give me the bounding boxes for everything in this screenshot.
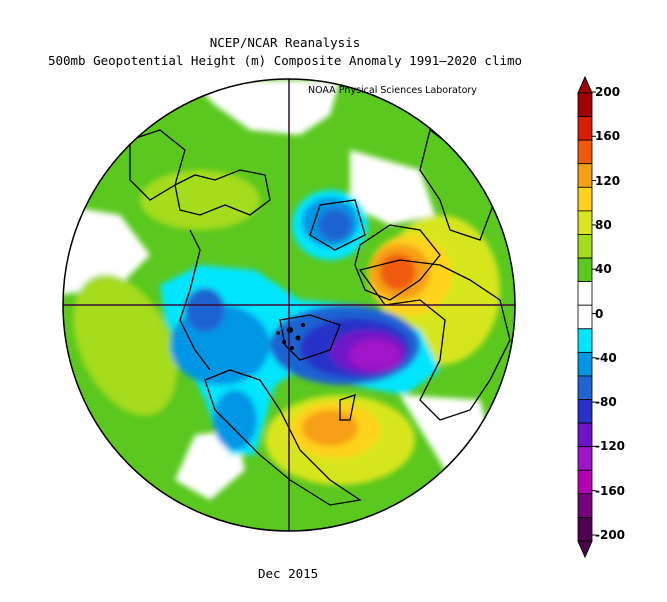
- colorbar-tick-label: -160: [595, 483, 626, 498]
- positive-pacific: [73, 274, 177, 416]
- colorbar-tick-label: 160: [595, 129, 621, 144]
- colorbar-swatch: [577, 281, 593, 306]
- colorbar-swatch: [577, 351, 593, 377]
- colorbar-tick-label: -40: [595, 350, 617, 365]
- colorbar-swatch: [577, 304, 593, 330]
- trough-bering-core: [185, 288, 225, 332]
- colorbar-swatch: [577, 139, 593, 165]
- colorbar-swatch: [577, 234, 593, 259]
- colorbar-tick-label: 120: [595, 173, 621, 188]
- colorbar-swatch: [577, 92, 593, 117]
- trough-canada-blue: [213, 390, 257, 450]
- colorbar-swatch: [577, 422, 593, 448]
- trough-novaya-core: [318, 209, 352, 241]
- colorbar-swatch: [577, 446, 593, 471]
- colorbar-swatch: [577, 517, 593, 542]
- zero-region-west: [63, 205, 150, 295]
- colorbar-swatch: [577, 186, 593, 212]
- colorbar-tick-label: 40: [595, 262, 612, 277]
- trough-greenland-core: [349, 339, 401, 371]
- chart-subtitle: 500mb Geopotential Height (m) Composite …: [47, 53, 523, 68]
- globe-border: [62, 78, 516, 532]
- colorbar-swatch: [577, 493, 593, 518]
- colorbar-swatch: [577, 469, 593, 495]
- colorbar-swatch: [577, 116, 593, 141]
- colorbar-tick-label: 200: [595, 85, 621, 99]
- colorbar-tick-label: 0: [595, 306, 604, 321]
- chart-title: NCEP/NCAR Reanalysis: [209, 35, 361, 50]
- colorbar-swatch: [577, 375, 593, 400]
- credit-label: NOAA Physical Sciences Laboratory: [308, 85, 477, 96]
- colorbar-max-arrow: [577, 75, 593, 94]
- ridge-us-orange: [302, 410, 358, 446]
- colorbar-tick-label: -200: [595, 528, 626, 542]
- colorbar-swatch: [577, 257, 593, 283]
- colorbar-swatch: [577, 328, 593, 353]
- zero-region-scand: [350, 150, 435, 225]
- colorbar-swatch: [577, 163, 593, 188]
- colorbar-min-arrow: [577, 540, 593, 559]
- date-label: Dec 2015: [258, 566, 319, 581]
- colorbar-tick-label: -120: [595, 439, 626, 454]
- colorbar-swatch: [577, 399, 593, 424]
- colorbar-tick-label: -80: [595, 395, 617, 410]
- colorbar-swatch: [577, 210, 593, 235]
- zero-region-north: [190, 80, 340, 135]
- positive-siberia: [140, 170, 260, 230]
- colorbar-tick-label: 80: [595, 217, 612, 232]
